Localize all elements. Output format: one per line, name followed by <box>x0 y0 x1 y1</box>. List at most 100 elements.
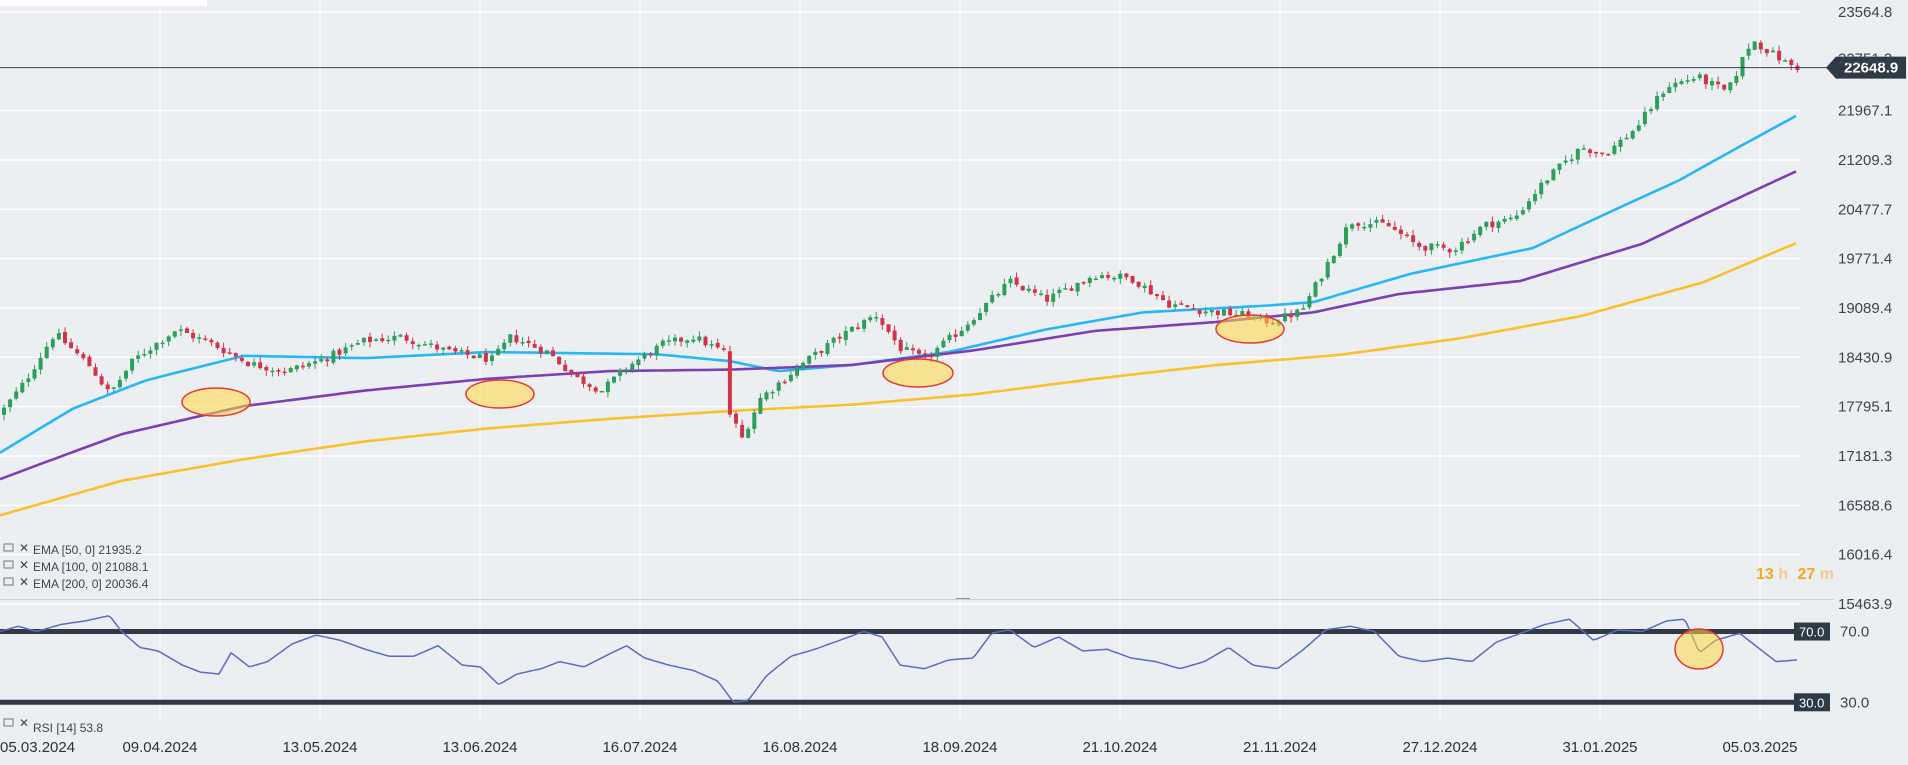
candle-body[interactable] <box>703 336 708 346</box>
candle-body[interactable] <box>1087 277 1092 284</box>
candle-body[interactable] <box>965 324 970 331</box>
candle-body[interactable] <box>105 384 110 390</box>
candle-body[interactable] <box>111 387 116 389</box>
candle-body[interactable] <box>1777 50 1782 61</box>
candle-body[interactable] <box>502 342 507 350</box>
candle-body[interactable] <box>801 362 806 369</box>
candle-body[interactable] <box>990 294 995 303</box>
candle-body[interactable] <box>1051 293 1056 302</box>
candle-body[interactable] <box>1124 273 1129 278</box>
candle-body[interactable] <box>910 348 915 351</box>
candle-body[interactable] <box>984 302 989 313</box>
candle-body[interactable] <box>368 336 372 342</box>
candle-body[interactable] <box>8 399 13 408</box>
candle-body[interactable] <box>221 347 226 354</box>
candle-body[interactable] <box>1398 229 1403 235</box>
candle-body[interactable] <box>1636 125 1641 131</box>
candle-body[interactable] <box>1569 159 1574 161</box>
candle-body[interactable] <box>1222 309 1226 316</box>
candle-body[interactable] <box>1179 303 1184 305</box>
candle-body[interactable] <box>1539 182 1544 195</box>
candle-body[interactable] <box>697 336 702 341</box>
candle-body[interactable] <box>734 413 738 424</box>
candle-body[interactable] <box>1624 137 1629 140</box>
candle-body[interactable] <box>246 361 250 367</box>
candle-body[interactable] <box>44 346 49 359</box>
candle-body[interactable] <box>746 428 751 438</box>
candle-body[interactable] <box>1325 261 1330 278</box>
candle-body[interactable] <box>1362 226 1367 229</box>
candle-body[interactable] <box>1423 246 1428 251</box>
candle-body[interactable] <box>1045 294 1050 302</box>
candle-body[interactable] <box>282 371 287 374</box>
candle-body[interactable] <box>856 327 860 329</box>
candle-body[interactable] <box>764 392 769 400</box>
candle-body[interactable] <box>197 337 202 339</box>
candle-body[interactable] <box>1679 81 1684 84</box>
candle-body[interactable] <box>563 364 568 371</box>
candle-body[interactable] <box>142 353 147 356</box>
candle-body[interactable] <box>1008 278 1013 284</box>
candle-body[interactable] <box>1191 307 1196 310</box>
candle-body[interactable] <box>172 331 177 337</box>
candle-body[interactable] <box>160 342 165 345</box>
candle-body[interactable] <box>435 344 440 350</box>
candle-body[interactable] <box>410 341 415 345</box>
candle-body[interactable] <box>1588 149 1592 153</box>
candle-body[interactable] <box>1752 41 1757 50</box>
candle-body[interactable] <box>807 355 812 364</box>
candle-body[interactable] <box>1466 241 1470 243</box>
candle-body[interactable] <box>660 340 665 346</box>
candle-body[interactable] <box>1106 274 1111 278</box>
candle-body[interactable] <box>1447 249 1452 253</box>
candle-body[interactable] <box>1228 308 1233 316</box>
candle-body[interactable] <box>1331 255 1336 264</box>
candle-body[interactable] <box>1710 80 1714 86</box>
candle-body[interactable] <box>465 350 470 355</box>
candle-body[interactable] <box>544 350 549 354</box>
candle-body[interactable] <box>1642 111 1647 125</box>
candle-body[interactable] <box>1405 234 1409 237</box>
candle-body[interactable] <box>1758 42 1763 50</box>
candle-body[interactable] <box>1441 244 1446 248</box>
candle-body[interactable] <box>1691 79 1696 81</box>
candle-body[interactable] <box>1472 233 1477 241</box>
candle-body[interactable] <box>1197 310 1202 315</box>
candle-body[interactable] <box>1081 282 1086 284</box>
candle-body[interactable] <box>1557 163 1562 170</box>
candle-body[interactable] <box>1032 289 1037 293</box>
candle-body[interactable] <box>117 379 122 388</box>
candle-body[interactable] <box>185 328 189 333</box>
candle-body[interactable] <box>361 337 366 343</box>
candle-body[interactable] <box>1502 218 1507 222</box>
candle-body[interactable] <box>795 367 799 376</box>
candle-body[interactable] <box>1307 296 1312 308</box>
candle-body[interactable] <box>1215 310 1220 315</box>
candle-body[interactable] <box>1771 50 1775 53</box>
candle-body[interactable] <box>813 351 818 355</box>
candle-body[interactable] <box>1520 210 1525 215</box>
legend-remove-icon[interactable]: ✕ <box>19 716 29 730</box>
candle-body[interactable] <box>258 362 263 369</box>
candle-body[interactable] <box>1417 242 1422 247</box>
candle-body[interactable] <box>1313 282 1318 297</box>
candle-body[interactable] <box>618 369 623 376</box>
candle-body[interactable] <box>532 343 537 348</box>
candle-body[interactable] <box>124 370 128 379</box>
candle-body[interactable] <box>325 359 330 362</box>
candle-body[interactable] <box>99 376 104 385</box>
candle-body[interactable] <box>1612 145 1617 154</box>
candle-body[interactable] <box>947 334 952 341</box>
candle-body[interactable] <box>740 424 745 438</box>
candle-body[interactable] <box>1319 278 1324 282</box>
candle-body[interactable] <box>1551 169 1556 181</box>
candle-body[interactable] <box>1581 148 1586 150</box>
candle-body[interactable] <box>148 350 153 354</box>
candle-body[interactable] <box>93 367 98 376</box>
candle-body[interactable] <box>1380 219 1385 223</box>
candle-body[interactable] <box>849 326 854 332</box>
candle-body[interactable] <box>648 353 653 356</box>
candle-body[interactable] <box>538 346 543 354</box>
candle-body[interactable] <box>422 344 427 346</box>
